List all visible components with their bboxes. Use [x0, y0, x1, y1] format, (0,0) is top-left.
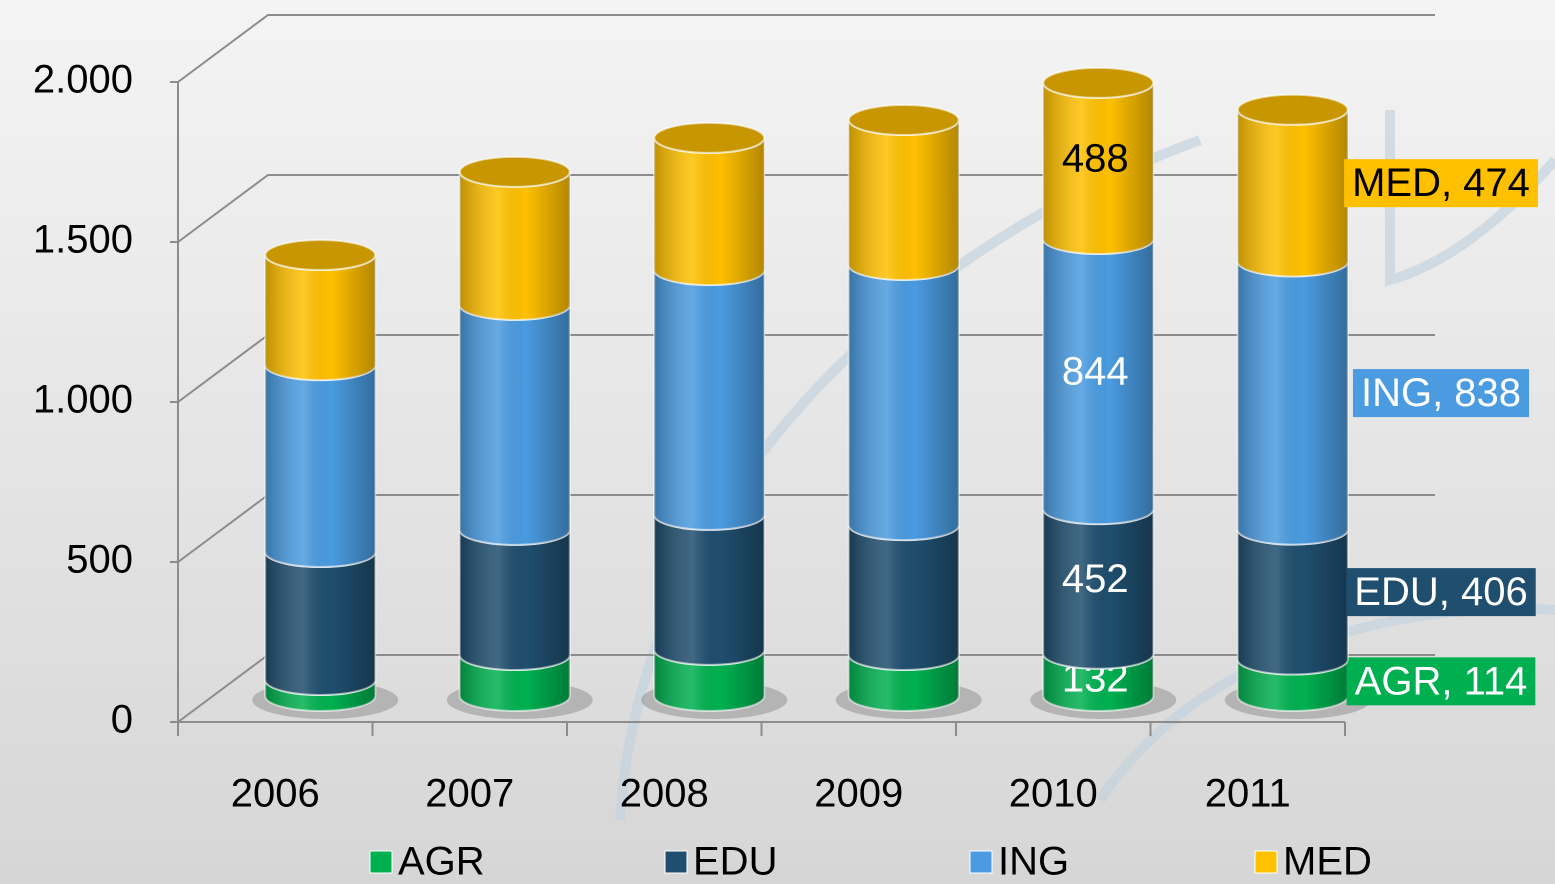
- cylinder-top: [1236, 93, 1349, 126]
- bar-shading: [265, 552, 376, 696]
- bar-shading: [654, 137, 765, 286]
- data-label-group: MED, 474: [1344, 159, 1538, 208]
- bar-shading: [1237, 659, 1348, 711]
- data-label: ING, 838: [1361, 371, 1521, 415]
- x-tick-label: 2008: [620, 772, 709, 816]
- y-tick-label: 1.500: [33, 218, 133, 262]
- legend-label: MED: [1283, 840, 1372, 884]
- data-label-group: ING, 838: [1352, 369, 1530, 418]
- cylinder-top: [1042, 66, 1155, 99]
- data-label: MED, 474: [1352, 161, 1530, 205]
- y-tick-label: 500: [66, 538, 133, 582]
- data-label-group: EDU, 406: [1346, 568, 1536, 617]
- bar-shading: [459, 171, 570, 320]
- legend-swatch: [969, 850, 993, 874]
- y-tick-label: 2.000: [33, 58, 133, 102]
- bar-shading: [1043, 239, 1154, 525]
- bar-shading: [1237, 529, 1348, 675]
- bar-shading: [1237, 261, 1348, 545]
- cylinder-top: [264, 239, 377, 272]
- data-label: 488: [1062, 137, 1129, 181]
- bar-shading: [654, 514, 765, 665]
- cylinder-top: [847, 104, 960, 136]
- cylinder-top: [458, 155, 571, 188]
- data-label: 452: [1062, 557, 1129, 601]
- cylinder-top: [653, 121, 766, 154]
- bar-shading: [848, 120, 959, 280]
- bar-shading: [848, 525, 959, 671]
- data-label-box: [1346, 657, 1536, 706]
- data-label: EDU, 406: [1354, 570, 1527, 614]
- bar-shading: [459, 304, 570, 545]
- bar-shading: [459, 529, 570, 671]
- data-label: 844: [1062, 350, 1129, 394]
- legend-label: ING: [998, 840, 1069, 884]
- x-tick-label: 2010: [1009, 772, 1098, 816]
- y-tick-label: 0: [111, 698, 133, 742]
- legend-swatch: [1254, 850, 1278, 874]
- data-label-box: [1344, 159, 1538, 208]
- bar-shading: [1237, 109, 1348, 277]
- data-label-box: [1346, 568, 1536, 617]
- legend-swatch: [369, 850, 393, 874]
- bar-shading: [654, 649, 765, 711]
- bar-shading: [1043, 82, 1154, 255]
- grid-line: [177, 14, 1435, 83]
- data-label-group: AGR, 114: [1346, 657, 1536, 706]
- legend-label: AGR: [398, 840, 485, 884]
- legend-swatch: [664, 850, 688, 874]
- x-tick-label: 2011: [1205, 772, 1291, 816]
- bar-shading: [265, 365, 376, 568]
- data-label-box: [1352, 369, 1530, 418]
- data-label: AGR, 114: [1355, 659, 1528, 703]
- x-tick-label: 2007: [425, 772, 514, 816]
- bar-shading: [848, 264, 959, 541]
- legend-label: EDU: [693, 840, 777, 884]
- bar-shading: [654, 270, 765, 530]
- bar-shading: [265, 255, 376, 381]
- bar-shading: [1043, 509, 1154, 669]
- y-tick-label: 1.000: [33, 378, 133, 422]
- x-tick-label: 2006: [231, 772, 320, 816]
- bar-shading: [1043, 653, 1154, 711]
- x-tick-label: 2009: [814, 772, 903, 816]
